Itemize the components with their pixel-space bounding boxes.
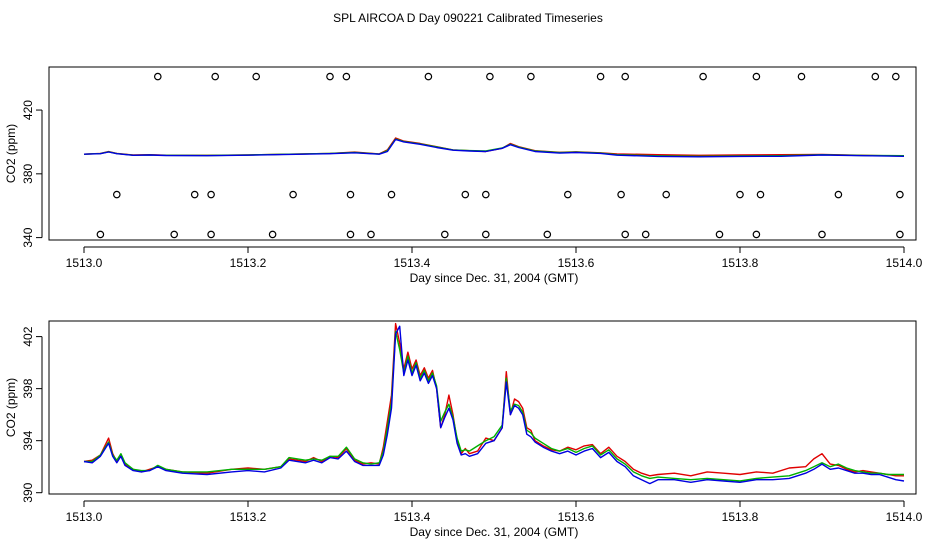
calibration-point [699, 72, 707, 81]
series-line-green [83, 138, 905, 158]
calibration-point [387, 190, 396, 199]
x-tick-label: 1513.2 [230, 510, 267, 524]
calibration-point [617, 190, 625, 199]
y-tick-label: 390 [21, 482, 35, 502]
series-line-blue [83, 138, 905, 158]
y-tick-label: 340 [21, 227, 35, 247]
calibration-point [527, 72, 535, 81]
plot-frame [48, 66, 917, 241]
calibration-point [481, 190, 490, 199]
calibration-point [268, 230, 277, 239]
calibration-point [641, 230, 650, 239]
calibration-point [818, 230, 826, 239]
calibration-point [752, 230, 761, 239]
calibration-point [871, 72, 880, 81]
calibration-point [346, 190, 355, 199]
panel-bottom: 1513.0 1513.2 1513.4 1513.6 1513.8 1514.0 Day … [4, 320, 923, 539]
x-tick-label: 1513.4 [394, 510, 431, 524]
calibration-point [289, 190, 297, 199]
calibration-point [486, 72, 494, 81]
series-line-green [84, 330, 904, 482]
figure-title: SPL AIRCOA D Day 090221 Calibrated Times… [333, 11, 603, 25]
y-tick-label: 380 [21, 163, 35, 183]
x-tick-label: 1513.4 [394, 256, 431, 270]
y-tick-label: 398 [21, 378, 35, 398]
calibration-point [715, 230, 724, 239]
calibration-point [834, 190, 843, 199]
x-tick-label: 1513.8 [722, 256, 759, 270]
x-tick-label: 1513.8 [722, 510, 759, 524]
calibration-point [621, 72, 630, 81]
calibration-point [207, 190, 215, 199]
calibration-point [207, 230, 215, 239]
calibration-point [896, 230, 904, 239]
calibration-point [662, 190, 671, 199]
x-tick-label: 1513.0 [66, 510, 103, 524]
plot-frame [48, 320, 917, 495]
calibration-point [596, 72, 605, 81]
series-line-blue [83, 325, 905, 485]
calibration-point [736, 190, 744, 199]
calibration-point [424, 72, 433, 81]
calibration-point [252, 72, 261, 81]
calibration-point [113, 190, 121, 199]
x-tick-label: 1513.6 [558, 256, 595, 270]
calibration-point [621, 230, 630, 239]
y-tick-label: 420 [21, 100, 35, 120]
y-tick-label: 402 [21, 326, 35, 346]
calibration-point [211, 72, 220, 81]
calibration-point [96, 230, 105, 239]
y-axis-label: CO2 (ppm) [4, 378, 18, 437]
x-axis-label: Day since Dec. 31, 2004 (GMT) [410, 525, 579, 539]
calibration-point [367, 230, 375, 239]
series-line-red [83, 322, 904, 477]
calibration-point [190, 190, 199, 199]
calibration-point [170, 230, 179, 239]
calibration-point [896, 190, 904, 199]
x-tick-label: 1513.0 [66, 256, 103, 270]
calibration-point [346, 230, 355, 239]
x-tick-label: 1513.6 [558, 510, 595, 524]
panel-top: 1513.0 1513.2 1513.4 1513.6 1513.8 1514.0 Day … [4, 66, 923, 285]
y-axis-label: CO2 (ppm) [4, 124, 18, 183]
calibration-point [891, 72, 900, 81]
calibration-point [563, 190, 572, 199]
calibration-point [797, 72, 806, 81]
calibration-point [154, 72, 162, 81]
calibration-point [326, 72, 334, 81]
x-tick-label: 1514.0 [886, 256, 923, 270]
calibration-point [481, 230, 490, 239]
calibration-point [543, 230, 552, 239]
calibration-point [752, 72, 761, 81]
calibration-point [440, 230, 449, 239]
x-tick-label: 1513.2 [230, 256, 267, 270]
calibration-point [756, 190, 765, 199]
calibration-point [461, 190, 470, 199]
series-line-red [83, 137, 905, 157]
calibration-point [342, 72, 351, 81]
x-tick-label: 1514.0 [886, 510, 923, 524]
y-tick-label: 394 [21, 430, 35, 450]
x-axis-label: Day since Dec. 31, 2004 (GMT) [410, 271, 579, 285]
